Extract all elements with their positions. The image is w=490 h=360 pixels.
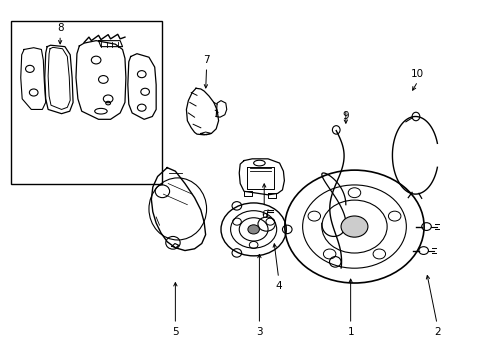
- Text: 6: 6: [261, 210, 268, 220]
- Ellipse shape: [248, 225, 259, 234]
- Text: 9: 9: [343, 112, 349, 121]
- Text: 5: 5: [172, 327, 179, 337]
- Text: 4: 4: [275, 281, 282, 291]
- Text: 2: 2: [434, 327, 441, 337]
- Text: 7: 7: [203, 55, 210, 65]
- Bar: [11, 21, 162, 184]
- Ellipse shape: [341, 216, 368, 237]
- Text: 8: 8: [57, 23, 63, 33]
- Text: 1: 1: [347, 327, 354, 337]
- Text: 3: 3: [256, 327, 263, 337]
- Text: 10: 10: [411, 69, 424, 79]
